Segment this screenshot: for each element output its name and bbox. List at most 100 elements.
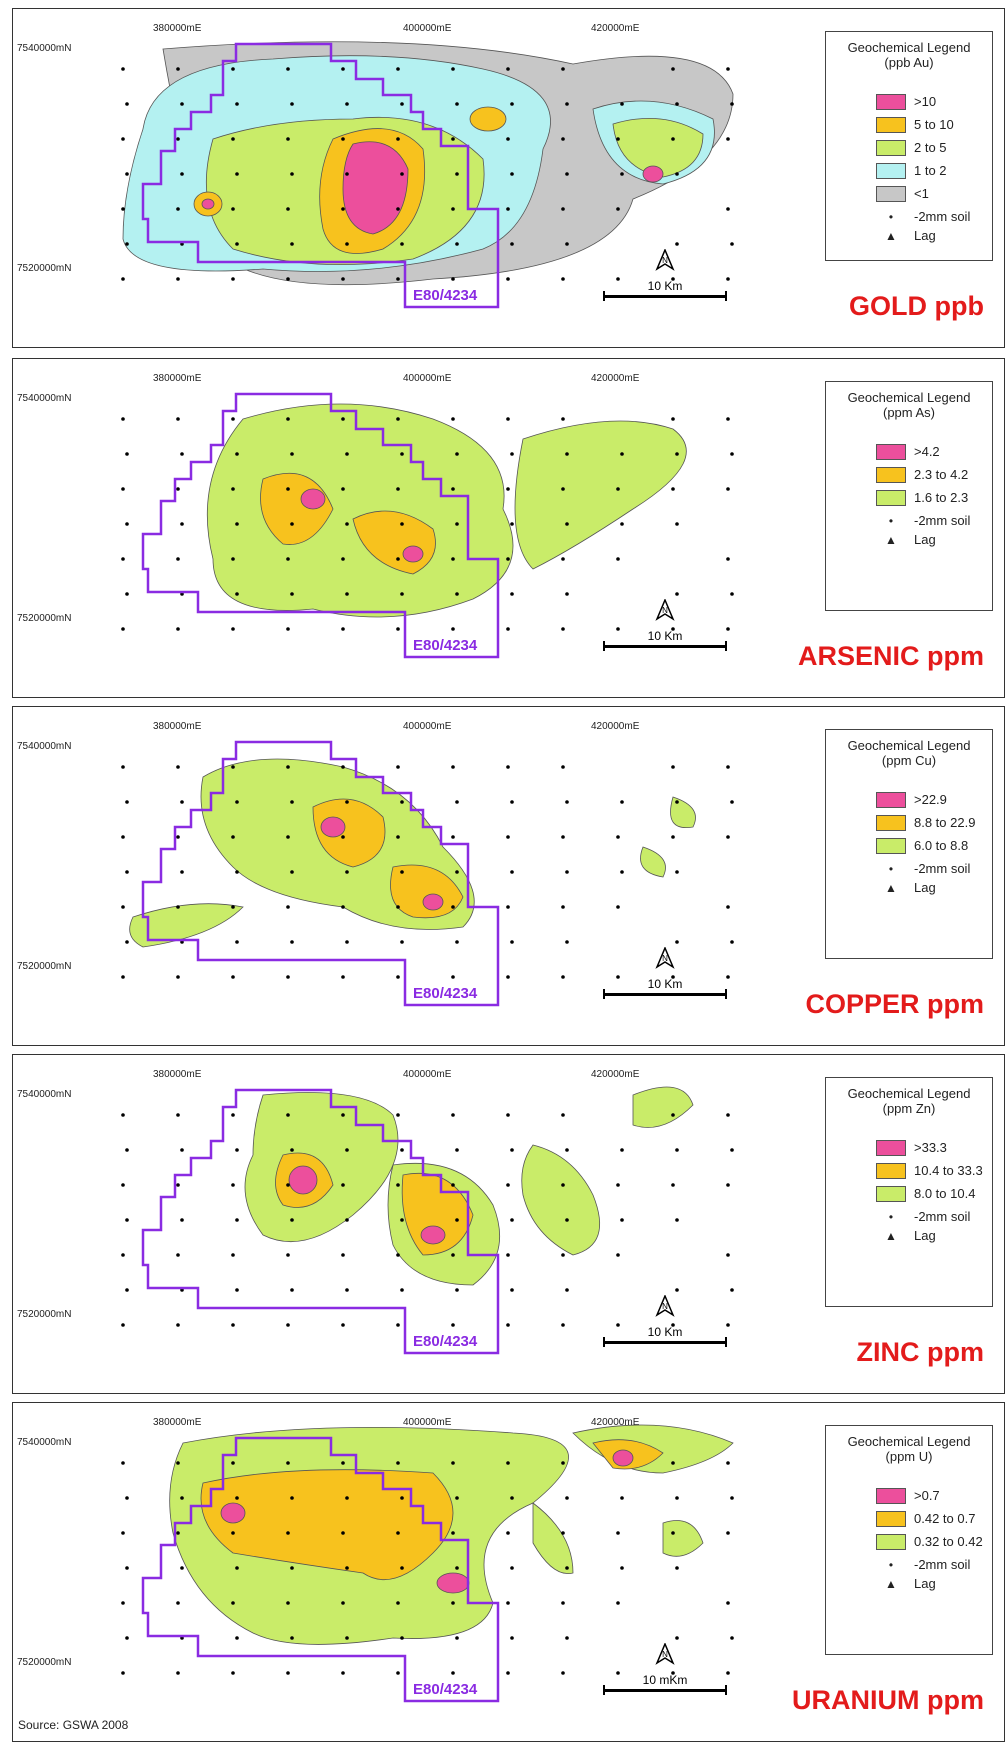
northing-label: 7540000mN	[17, 1437, 72, 1448]
soil-sample-point	[400, 172, 404, 176]
soil-sample-point	[341, 1671, 345, 1675]
soil-sample-point	[121, 975, 125, 979]
soil-sample-point	[561, 207, 565, 211]
scale-bar: 10 Km	[603, 1325, 727, 1347]
anomaly-zone	[670, 796, 696, 829]
legend-symbol-row: ▲ Lag	[876, 532, 936, 548]
soil-sample-point	[290, 1566, 294, 1570]
soil-sample-point	[235, 242, 239, 246]
north-arrow-icon: N	[655, 1295, 675, 1317]
tenement-label: E80/4234	[413, 287, 478, 304]
soil-sample-point	[396, 1531, 400, 1535]
soil-sample-point	[290, 1496, 294, 1500]
soil-sample-point	[561, 1671, 565, 1675]
legend-swatch	[876, 117, 906, 133]
svg-text:N: N	[662, 1302, 668, 1311]
legend-class-label: >4.2	[914, 444, 940, 459]
anomaly-zone	[402, 545, 424, 563]
legend-swatch	[876, 1163, 906, 1179]
legend-swatch	[876, 838, 906, 854]
soil-sample-point	[675, 870, 679, 874]
soil-sample-point	[231, 1601, 235, 1605]
anomaly-map	[121, 740, 734, 1007]
soil-sample-point	[400, 800, 404, 804]
soil-sample-point	[561, 1183, 565, 1187]
soil-sample-point	[726, 1601, 730, 1605]
soil-sample-point	[180, 102, 184, 106]
soil-sample-point	[235, 592, 239, 596]
soil-sample-point	[451, 905, 455, 909]
soil-sample-point	[286, 67, 290, 71]
svg-text:N: N	[662, 606, 668, 615]
soil-sample-point	[616, 627, 620, 631]
soil-sample-point	[671, 835, 675, 839]
soil-sample-point	[671, 765, 675, 769]
soil-sample-point	[231, 557, 235, 561]
soil-sample-point	[231, 975, 235, 979]
soil-sample-point	[561, 1531, 565, 1535]
soil-sample-point	[726, 137, 730, 141]
soil-sample-point	[125, 1148, 129, 1152]
soil-sample-point	[286, 207, 290, 211]
soil-sample-point	[180, 870, 184, 874]
soil-sample-point	[451, 1113, 455, 1117]
soil-sample-point	[671, 67, 675, 71]
soil-sample-point	[290, 592, 294, 596]
soil-sample-point	[726, 975, 730, 979]
soil-sample-point	[231, 1461, 235, 1465]
anomaly-zone	[312, 798, 386, 868]
soil-sample-point	[125, 1636, 129, 1640]
soil-sample-point	[726, 1461, 730, 1465]
anomaly-zone	[642, 165, 664, 183]
soil-sample-point	[121, 835, 125, 839]
soil-sample-point	[121, 137, 125, 141]
anomaly-zone	[201, 198, 215, 210]
soil-sample-point	[561, 835, 565, 839]
anomaly-map	[121, 1086, 734, 1355]
northing-label: 7520000mN	[17, 1657, 72, 1668]
soil-sample-point	[510, 522, 514, 526]
soil-sample-point	[341, 1113, 345, 1117]
soil-sample-point	[506, 905, 510, 909]
soil-sample-point	[506, 277, 510, 281]
geochemical-legend: Geochemical Legend (ppb Au) >10 5 to 10 2 to…	[825, 31, 993, 261]
soil-sample-point	[290, 800, 294, 804]
soil-sample-point	[290, 1148, 294, 1152]
legend-class-row: 0.42 to 0.7	[876, 1511, 975, 1527]
soil-sample-point	[290, 870, 294, 874]
soil-sample-point	[671, 1183, 675, 1187]
soil-sample-point	[121, 1253, 125, 1257]
soil-sample-point	[561, 765, 565, 769]
north-arrow-icon: N	[655, 947, 675, 969]
soil-sample-point	[675, 1636, 679, 1640]
soil-sample-point	[125, 1218, 129, 1222]
soil-sample-point	[286, 557, 290, 561]
soil-sample-point	[506, 975, 510, 979]
soil-sample-point	[620, 1218, 624, 1222]
legend-symbol-row: • -2mm soil	[876, 513, 970, 529]
soil-sample-point	[726, 1183, 730, 1187]
soil-sample-point	[176, 905, 180, 909]
triangle-icon: ▲	[885, 1577, 897, 1591]
soil-sample-point	[506, 417, 510, 421]
legend-title: Geochemical Legend (ppm U)	[847, 1434, 971, 1464]
soil-sample-point	[396, 67, 400, 71]
north-arrow-icon: N	[655, 599, 675, 621]
soil-sample-point	[235, 870, 239, 874]
soil-sample-point	[455, 102, 459, 106]
soil-sample-point	[125, 800, 129, 804]
soil-sample-point	[176, 1671, 180, 1675]
legend-swatch	[876, 815, 906, 831]
soil-sample-point	[620, 452, 624, 456]
legend-swatch	[876, 1534, 906, 1550]
soil-sample-point	[510, 800, 514, 804]
soil-sample-point	[726, 905, 730, 909]
soil-sample-point	[451, 1671, 455, 1675]
soil-sample-point	[565, 940, 569, 944]
triangle-icon: ▲	[885, 881, 897, 895]
soil-sample-point	[565, 1496, 569, 1500]
soil-sample-point	[675, 452, 679, 456]
soil-sample-point	[671, 1671, 675, 1675]
soil-sample-point	[451, 765, 455, 769]
soil-sample-point	[565, 1218, 569, 1222]
